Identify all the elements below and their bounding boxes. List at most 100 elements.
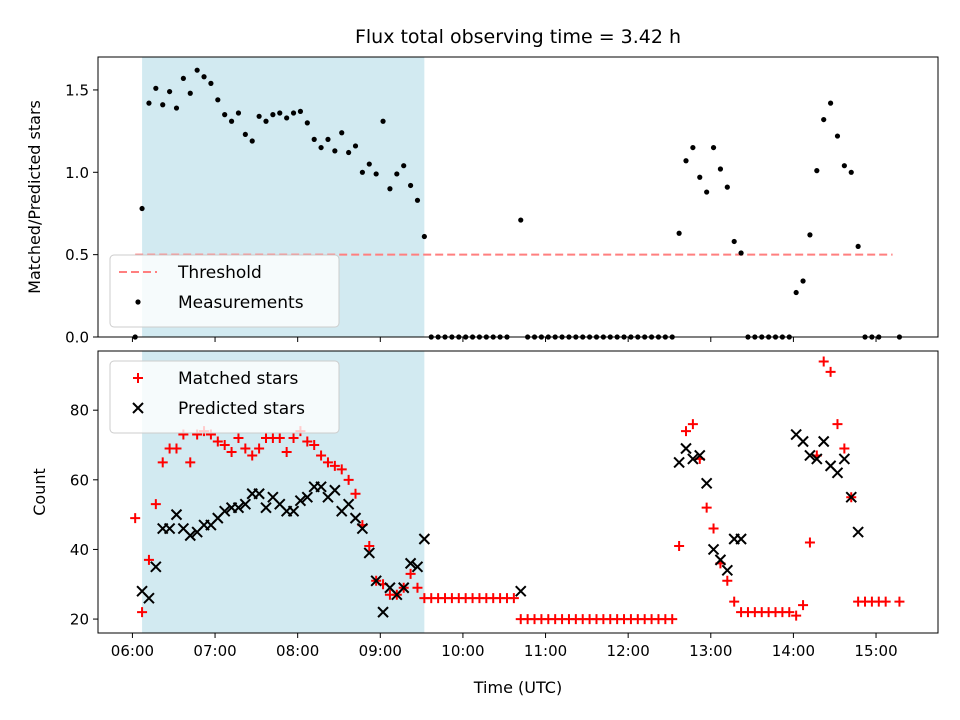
series-predicted-stars	[136, 428, 864, 618]
data-point	[240, 443, 251, 454]
data-point	[370, 575, 382, 587]
data-point	[180, 75, 186, 82]
data-point	[253, 488, 265, 500]
y-tick-label: 40	[70, 541, 89, 559]
legend: Matched stars Predicted stars	[109, 360, 340, 434]
data-point	[797, 435, 809, 448]
data-point	[194, 67, 200, 73]
data-point	[800, 278, 806, 284]
data-point	[201, 74, 207, 80]
legend: Threshold Measurements	[109, 254, 340, 328]
data-point	[322, 457, 333, 468]
data-point	[366, 161, 372, 167]
data-point	[356, 522, 369, 535]
data-point	[359, 169, 365, 175]
data-point	[315, 481, 327, 493]
data-point	[212, 436, 223, 447]
bottom-y-axis-label: Count	[30, 468, 49, 516]
data-point	[667, 614, 678, 625]
data-point	[687, 453, 699, 465]
x-tick-label: 15:00	[854, 642, 897, 660]
data-point	[173, 105, 180, 111]
data-point	[894, 596, 905, 607]
data-point	[832, 419, 843, 430]
data-point	[807, 232, 813, 238]
data-point	[831, 467, 844, 479]
data-point	[137, 607, 148, 618]
data-point	[518, 217, 524, 223]
data-point	[349, 512, 362, 524]
data-point	[290, 110, 297, 116]
data-point	[235, 110, 242, 116]
data-point	[294, 494, 307, 507]
data-point	[336, 464, 347, 475]
data-point	[228, 118, 235, 124]
data-point	[791, 610, 802, 621]
data-point	[318, 144, 324, 151]
y-tick-label: 80	[70, 402, 89, 420]
data-point	[311, 136, 317, 142]
data-point	[401, 163, 407, 169]
data-point	[714, 554, 727, 566]
data-point	[160, 102, 166, 108]
data-point	[143, 554, 154, 565]
data-point	[380, 118, 386, 124]
y-tick-label: 0.0	[65, 329, 89, 347]
data-point	[302, 436, 313, 447]
data-point	[880, 596, 891, 607]
y-tick-label: 1.5	[65, 81, 89, 99]
y-tick-label: 20	[70, 611, 89, 629]
data-point	[364, 540, 375, 551]
data-point	[274, 433, 285, 444]
data-point	[153, 85, 159, 91]
data-point	[260, 501, 272, 514]
data-point	[256, 113, 262, 119]
data-point	[821, 116, 827, 123]
data-point	[700, 477, 713, 490]
data-point	[412, 582, 423, 593]
data-point	[157, 457, 168, 468]
data-point	[150, 499, 161, 510]
legend-box	[109, 254, 340, 328]
x-tick-label: 13:00	[689, 642, 732, 660]
data-point	[281, 446, 292, 457]
legend-label: Matched stars	[178, 369, 298, 389]
data-point	[414, 197, 421, 203]
data-point	[233, 433, 244, 444]
data-point	[729, 596, 740, 607]
data-point	[421, 233, 427, 240]
x-tick-label: 06:00	[111, 642, 154, 660]
data-point	[219, 440, 230, 450]
data-point	[297, 108, 304, 114]
data-point	[852, 526, 864, 538]
data-point	[394, 171, 400, 177]
data-point	[373, 171, 379, 177]
data-point	[827, 100, 834, 106]
y-tick-label: 60	[70, 471, 89, 489]
data-point	[215, 97, 221, 103]
y-tick-label: 0.5	[65, 246, 89, 264]
data-point	[130, 513, 141, 524]
data-point	[387, 186, 393, 192]
data-point	[717, 166, 724, 172]
data-point	[405, 568, 416, 579]
data-point	[185, 457, 196, 468]
data-point	[301, 491, 314, 503]
data-point	[270, 112, 276, 118]
data-point	[676, 230, 682, 236]
data-point	[683, 158, 689, 164]
data-point	[187, 90, 193, 96]
legend-label: Measurements	[178, 293, 304, 313]
data-point	[687, 419, 698, 430]
data-point	[222, 112, 228, 118]
data-point	[855, 243, 861, 250]
data-point	[363, 547, 375, 559]
legend-swatch	[132, 402, 144, 414]
legend-label: Predicted stars	[178, 399, 305, 419]
data-point	[724, 184, 730, 190]
data-point	[397, 582, 410, 594]
data-point	[342, 498, 355, 510]
data-point	[841, 163, 847, 169]
legend-box	[109, 360, 340, 434]
data-point	[680, 442, 692, 455]
